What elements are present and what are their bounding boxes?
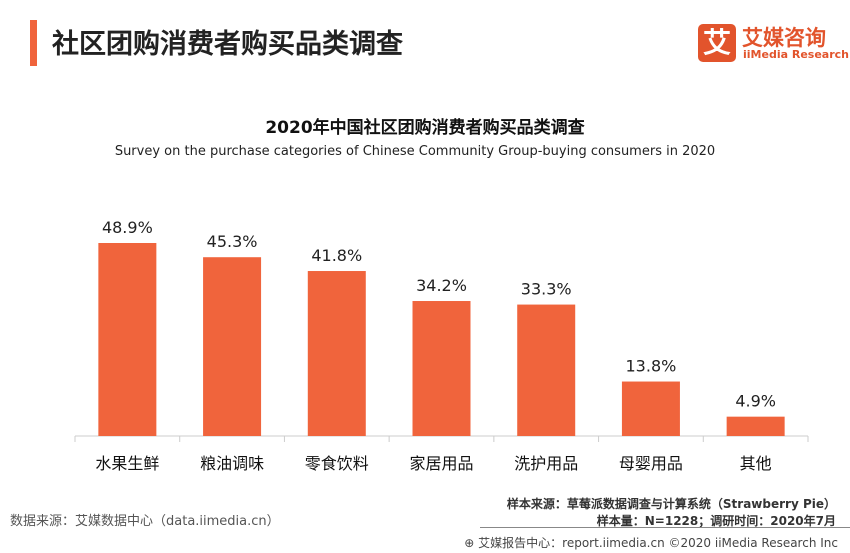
data-label: 41.8% bbox=[311, 246, 362, 265]
iimedia-logo: 艾 艾媒咨询 iiMedia Research bbox=[698, 22, 849, 66]
logo-name-en: iiMedia Research bbox=[743, 48, 849, 61]
bar bbox=[203, 257, 262, 436]
bar bbox=[621, 381, 680, 436]
page-title: 社区团购消费者购买品类调查 bbox=[52, 29, 403, 60]
logo-name-cn: 艾媒咨询 bbox=[742, 26, 826, 50]
bar bbox=[307, 271, 366, 436]
data-label: 13.8% bbox=[626, 357, 677, 376]
category-label: 洗护用品 bbox=[514, 454, 578, 473]
data-label: 33.3% bbox=[521, 280, 572, 299]
sample-size: 样本量：N=1228；调研时间：2020年7月 bbox=[596, 514, 836, 528]
data-label: 45.3% bbox=[207, 232, 258, 251]
footer-text: 艾媒报告中心：report.iimedia.cn ©2020 iiMedia R… bbox=[478, 536, 838, 550]
chart-subtitle: Survey on the purchase categories of Chi… bbox=[114, 144, 716, 159]
category-label: 零食饮料 bbox=[305, 454, 369, 473]
logo-mark: 艾 bbox=[698, 24, 736, 62]
category-label: 粮油调味 bbox=[200, 454, 264, 473]
bar bbox=[98, 243, 157, 436]
data-label: 34.2% bbox=[416, 276, 467, 295]
data-source: 数据来源：艾媒数据中心（data.iimedia.cn） bbox=[10, 514, 280, 529]
category-label: 水果生鲜 bbox=[95, 454, 159, 473]
category-label: 家居用品 bbox=[409, 454, 473, 473]
category-label: 其他 bbox=[740, 454, 772, 473]
bar bbox=[726, 416, 785, 436]
data-label: 4.9% bbox=[735, 392, 776, 411]
report-center-icon: ⊕ bbox=[464, 536, 479, 550]
data-label: 48.9% bbox=[102, 218, 153, 237]
footer-divider bbox=[480, 527, 850, 528]
footer: ⊕ 艾媒报告中心：report.iimedia.cn ©2020 iiMedia… bbox=[464, 534, 838, 551]
category-label: 母婴用品 bbox=[619, 454, 683, 473]
chart-title: 2020年中国社区团购消费者购买品类调查 bbox=[265, 118, 585, 138]
bar bbox=[412, 301, 471, 436]
title-accent-bar bbox=[30, 20, 37, 66]
sample-source: 样本来源：草莓派数据调查与计算系统（Strawberry Pie） bbox=[506, 497, 836, 511]
bar bbox=[517, 304, 576, 436]
